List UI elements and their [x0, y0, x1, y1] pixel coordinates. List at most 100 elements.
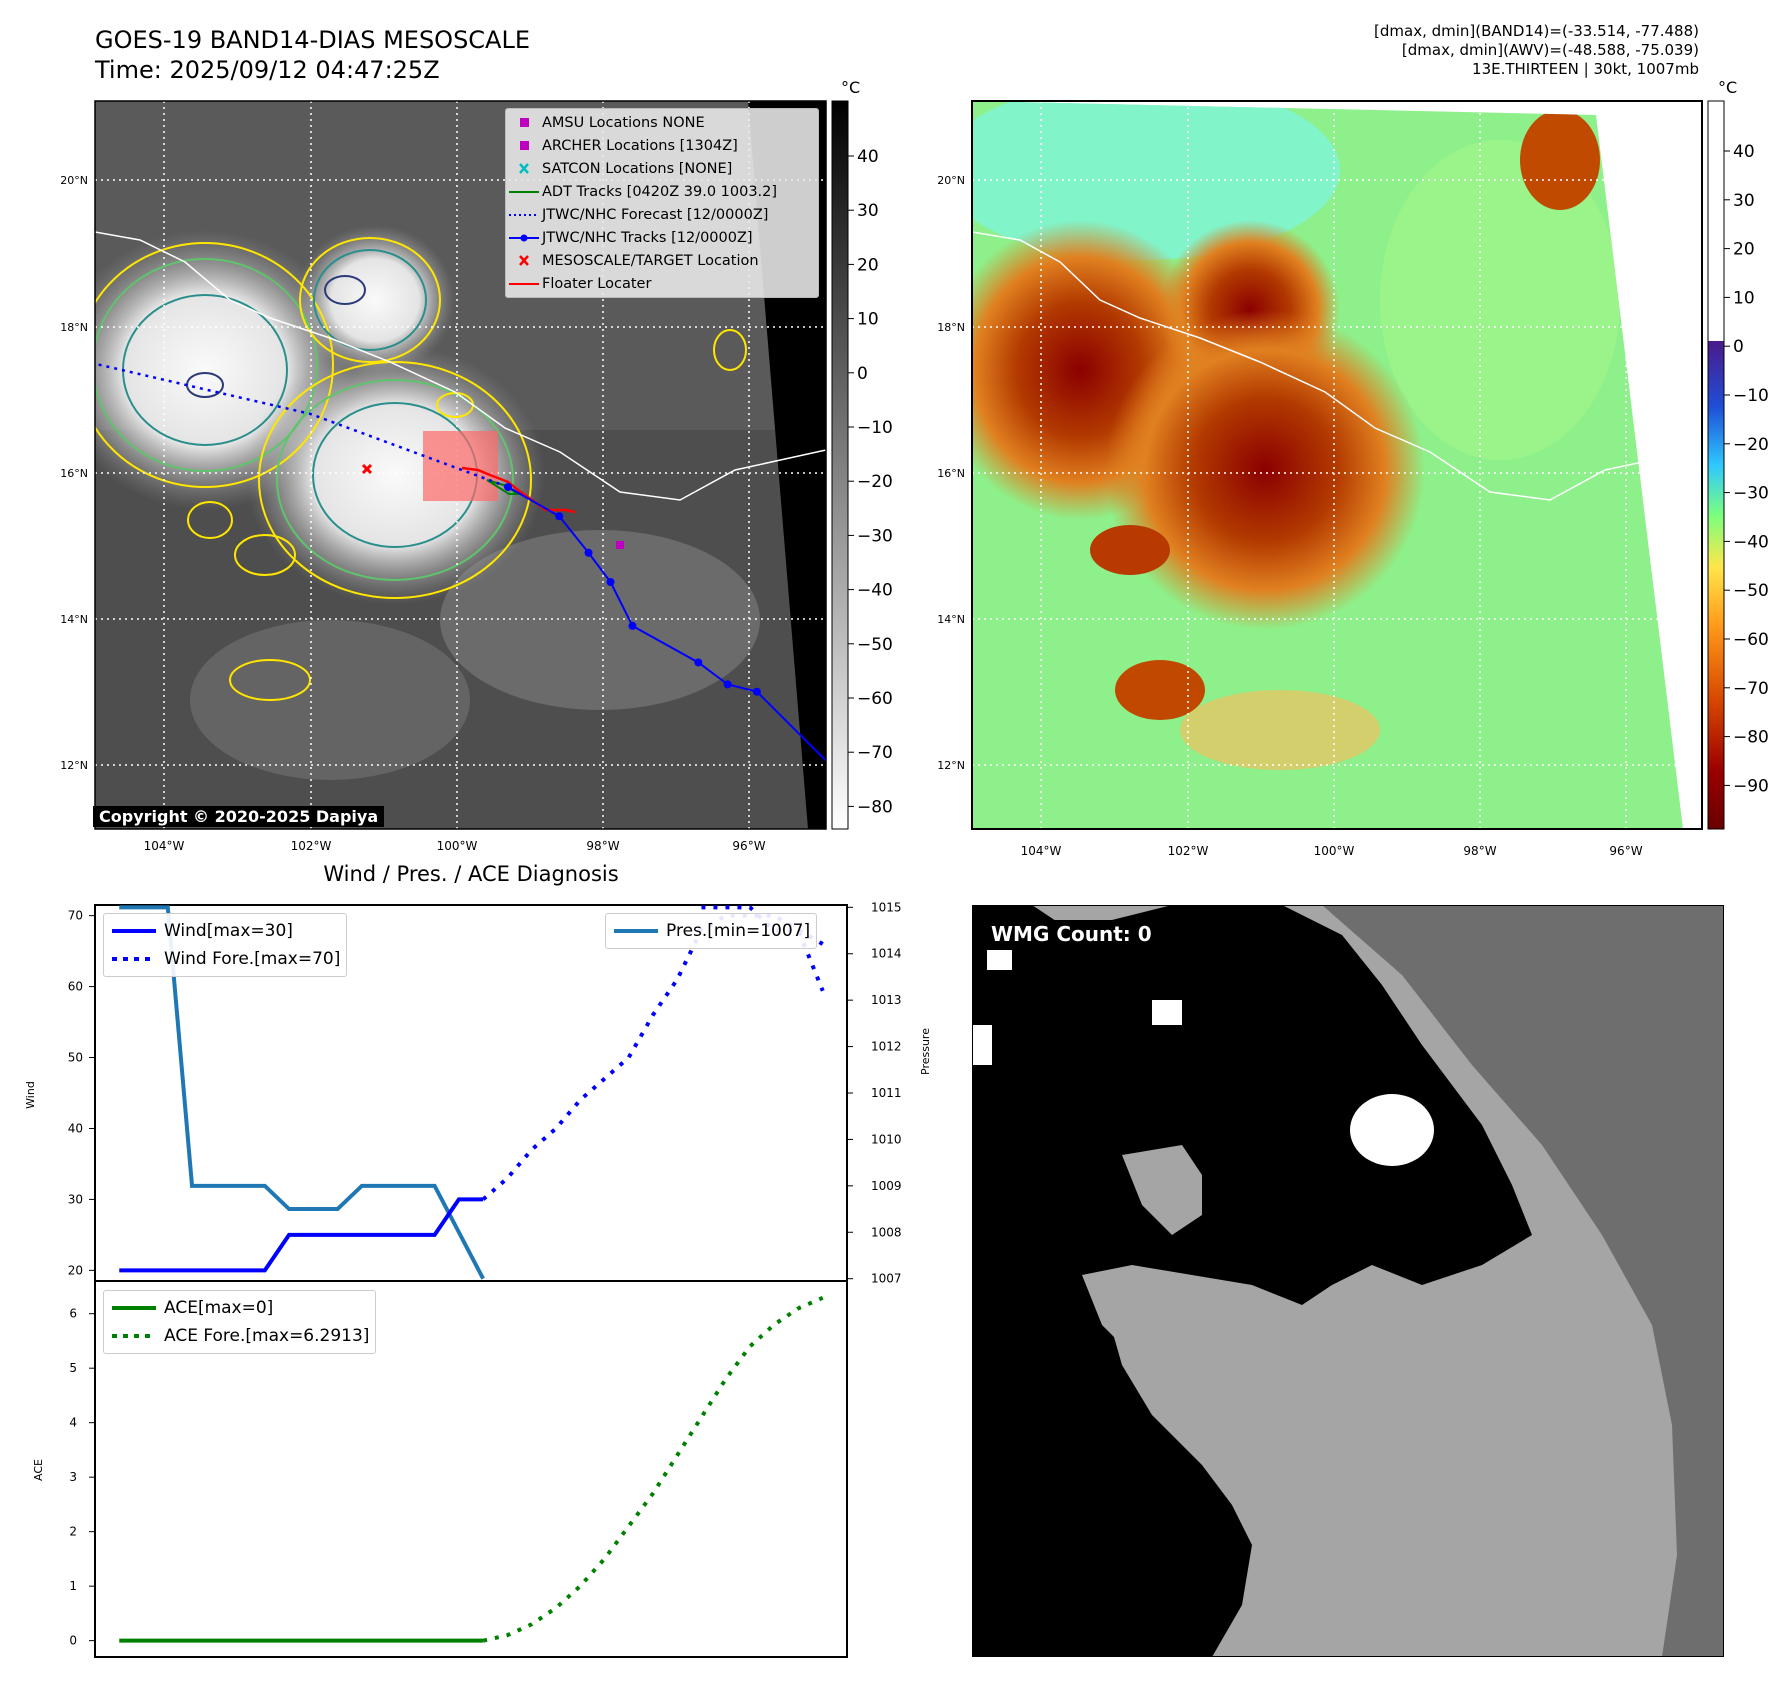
lon-label: 104°W — [144, 839, 185, 853]
wmg-count-badge: WMG Count: 0 — [983, 920, 1160, 948]
diagnosis-series — [119, 905, 825, 1643]
lat-label: 14°N — [60, 613, 88, 626]
colorbar-tick-label: 20 — [1733, 240, 1755, 260]
legend-entry: JTWC/NHC Forecast [12/0000Z] — [506, 203, 818, 226]
pressure-tick-label: 1013 — [871, 993, 902, 1007]
wind-tick-label: 70 — [68, 909, 83, 923]
track-point — [628, 621, 637, 630]
legend-entry: AMSU Locations NONE — [506, 111, 818, 134]
pressure-legend: Pres.[min=1007] — [605, 913, 818, 949]
ir-map: 40 30 20 10 0 −10 −20 −30 −40 −50 −60 −70 −80 20°N 18… — [60, 100, 893, 853]
track-point — [584, 548, 593, 557]
colorbar-tick-label: 10 — [1733, 288, 1755, 308]
lat-label: 20°N — [60, 174, 88, 187]
ace-tick-label: 6 — [69, 1307, 77, 1321]
pressure-series-line — [119, 905, 485, 1280]
wind-tick-label: 60 — [68, 980, 83, 994]
colorbar-tick-label: −20 — [857, 472, 893, 492]
pressure-axis-label-text: Pressure — [919, 1028, 932, 1075]
ace-tick-label: 1 — [69, 1579, 77, 1593]
colorbar-tick-label: −50 — [857, 635, 893, 655]
lon-label: 102°W — [1168, 844, 1209, 858]
legend-label: SATCON Locations [NONE] — [542, 160, 733, 177]
ace-tick-label: 0 — [69, 1634, 77, 1648]
info-panel: [dmax, dmin](BAND14)=(-33.514, -77.488) … — [1099, 22, 1699, 79]
target-location-marker — [361, 463, 373, 475]
lat-labels-left: 20°N 18°N 16°N 14°N 12°N — [60, 174, 88, 772]
lon-labels-right: 104°W 102°W 100°W 98°W 96°W — [1021, 844, 1643, 858]
lon-label: 102°W — [291, 839, 332, 853]
lon-label: 98°W — [586, 839, 619, 853]
colorbar-tick-label: 40 — [857, 147, 879, 167]
lon-label: 100°W — [437, 839, 478, 853]
wmg-panel — [972, 905, 1724, 1657]
legend-entry: ADT Tracks [0420Z 39.0 1003.2] — [506, 180, 818, 203]
colorbar-tick-label: −70 — [857, 743, 893, 763]
track-point — [606, 578, 615, 587]
colorbar-tick-label: 40 — [1733, 142, 1755, 162]
colorbar-tick-label: 10 — [857, 310, 879, 330]
wmg-warm-spot — [1350, 1094, 1434, 1166]
wind-legend: Wind[max=30] Wind Fore.[max=70] — [103, 913, 348, 977]
legend-label: Floater Locater — [542, 275, 652, 292]
wind-series-line — [119, 1197, 484, 1273]
lat-label: 14°N — [937, 613, 965, 626]
wind-tick-label: 50 — [68, 1051, 83, 1065]
colorbar-tick-label: −10 — [857, 418, 893, 438]
colorbar-tick-label: −30 — [1733, 484, 1769, 504]
wind-forecast-series-line — [481, 913, 824, 1201]
legend-label: ARCHER Locations [1304Z] — [542, 137, 738, 154]
colorbar-tick-label: −80 — [1733, 728, 1769, 748]
colorbar-tick-label: −40 — [1733, 532, 1769, 552]
ir-colorbar-unit: °C — [841, 78, 861, 97]
ace-axis-ticks: 6 5 4 3 2 1 0 — [69, 1307, 95, 1648]
track-point — [752, 687, 761, 696]
info-awv: [dmax, dmin](AWV)=(-48.588, -75.039) — [1401, 41, 1699, 59]
lon-label: 98°W — [1463, 844, 1496, 858]
legend-ace-label: ACE[max=0] — [164, 1298, 274, 1318]
legend-label: MESOSCALE/TARGET Location — [542, 252, 759, 269]
legend-symbol-icon — [506, 232, 542, 244]
archer-location-marker — [616, 541, 624, 549]
wind-tick-label: 30 — [68, 1192, 83, 1206]
lat-label: 12°N — [60, 759, 88, 772]
jtwc-track — [504, 483, 826, 763]
legend-entry: SATCON Locations [NONE] — [506, 157, 818, 180]
legend-symbol-icon — [506, 162, 542, 175]
pressure-axis-ticks: 1015 1014 1013 1012 1011 1010 1009 1008 1007 — [847, 900, 902, 1286]
colorbar-tick-label: −60 — [857, 689, 893, 709]
awv-map: 40 30 20 10 0 −10 −20 −30 −40 −50 −60 −70 −80 −90 20°… — [937, 100, 1769, 858]
awv-colorbar — [1707, 100, 1725, 830]
info-band14: [dmax, dmin](BAND14)=(-33.514, -77.488) — [1374, 22, 1699, 40]
map-legend: AMSU Locations NONE ARCHER Locations [130… — [505, 108, 819, 298]
lat-label: 20°N — [937, 174, 965, 187]
track-point — [694, 658, 703, 667]
ace-tick-label: 2 — [69, 1525, 77, 1539]
legend-symbol-icon — [506, 278, 542, 290]
legend-wind-label: Wind[max=30] — [164, 921, 293, 941]
lat-labels-right: 20°N 18°N 16°N 14°N 12°N — [937, 174, 965, 772]
ace-legend: ACE[max=0] ACE Fore.[max=6.2913] — [103, 1290, 377, 1354]
colorbar-tick-label: −60 — [1733, 630, 1769, 650]
floater-box — [423, 431, 498, 501]
diagnosis-title: Wind / Pres. / ACE Diagnosis — [323, 862, 619, 886]
wind-tick-label: 20 — [68, 1263, 83, 1277]
legend-entry: JTWC/NHC Tracks [12/0000Z] — [506, 226, 818, 249]
lat-label: 12°N — [937, 759, 965, 772]
pressure-tick-label: 1008 — [871, 1225, 902, 1239]
awv-colorbar-unit: °C — [1718, 78, 1738, 97]
lon-labels-left: 104°W 102°W 100°W 98°W 96°W — [144, 839, 766, 853]
awv-colorbar-ticks: 40 30 20 10 0 −10 −20 −30 −40 −50 −60 −70 −80 −90 — [1724, 142, 1769, 796]
ir-colorbar — [831, 100, 849, 830]
legend-symbol-icon — [506, 186, 542, 198]
ace-forecast-series-line — [482, 1295, 824, 1643]
colorbar-tick-label: −20 — [1733, 435, 1769, 455]
lon-label: 104°W — [1021, 844, 1062, 858]
ace-tick-label: 5 — [69, 1361, 77, 1375]
colorbar-tick-label: 0 — [1733, 337, 1744, 357]
legend-label: JTWC/NHC Tracks [12/0000Z] — [542, 229, 753, 246]
legend-label: ADT Tracks [0420Z 39.0 1003.2] — [542, 183, 778, 200]
colorbar-tick-label: 30 — [1733, 191, 1755, 211]
ace-tick-label: 3 — [69, 1470, 77, 1484]
